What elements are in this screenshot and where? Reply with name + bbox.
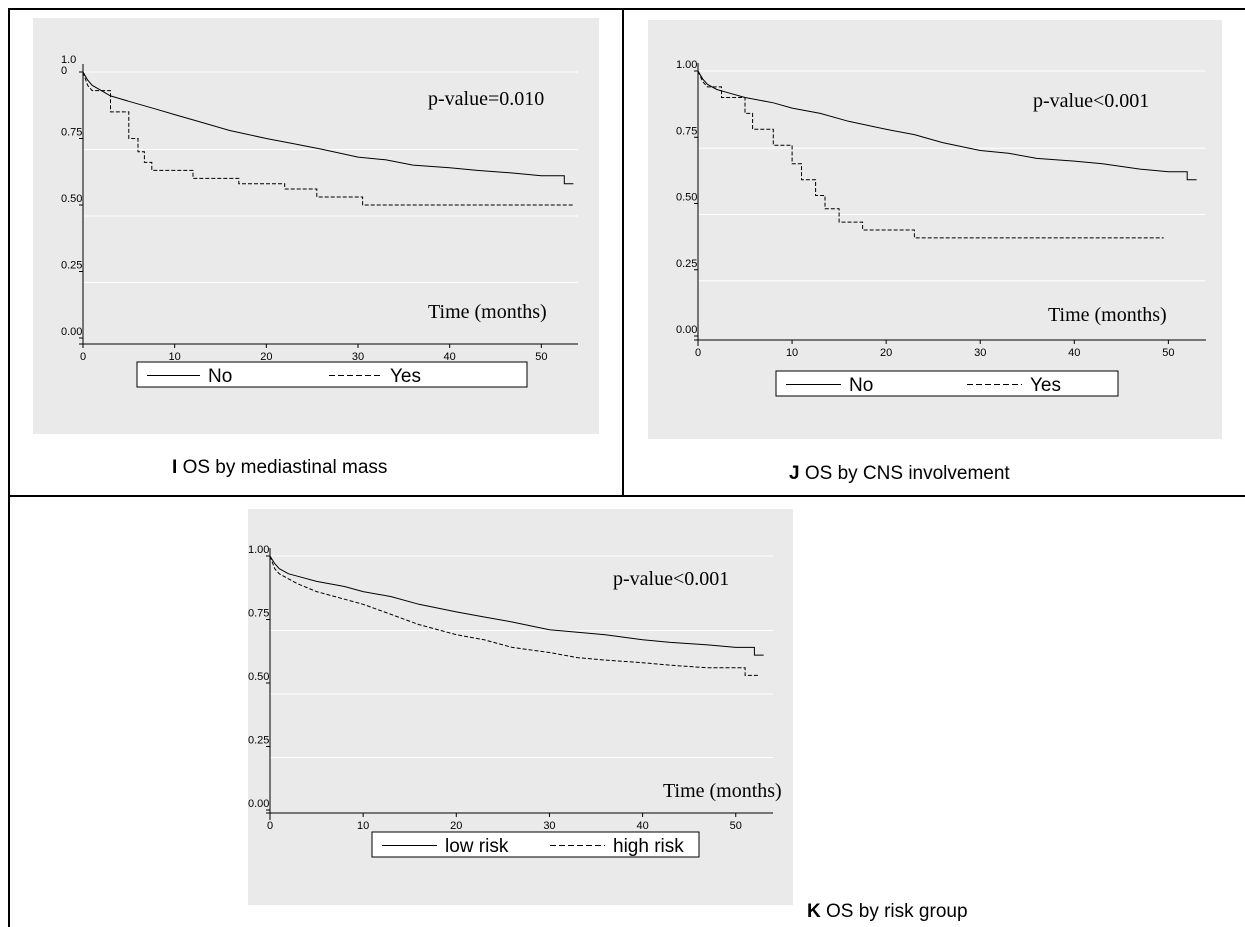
km-curve-yes	[82, 71, 574, 206]
x-tick-label: 10	[357, 820, 369, 832]
frame-row-divider	[8, 495, 1245, 497]
y-tick-label: 0.25	[676, 258, 697, 270]
caption-j-text: OS by CNS involvement	[804, 463, 1010, 484]
x-tick-label: 30	[974, 347, 986, 359]
km-curve-low-risk	[269, 555, 764, 656]
y-tick-label: 0.50	[676, 192, 697, 204]
y-tick-label: 1.00	[248, 544, 269, 556]
y-tick-label: 0.50	[61, 193, 82, 205]
x-tick-label: 50	[1162, 347, 1174, 359]
legend-label: Yes	[390, 366, 421, 387]
caption-k: K OS by risk group	[807, 901, 968, 923]
frame-top-border	[8, 8, 1245, 10]
caption-k-letter: K	[807, 901, 821, 922]
x-tick-label: 40	[636, 820, 648, 832]
chart-j-plot: 0.00 0.25 0.50 0.75 1.00 0 10 20 30 40 50 p-value<0…	[676, 59, 1206, 397]
legend-label: high risk	[613, 836, 684, 857]
x-axis-title: Time (months)	[428, 301, 547, 323]
chart-panel-i: 0.00 0.25 0.50 0.75 1.0 0 0 10 20 30 40 50 p-value=0…	[33, 18, 599, 434]
x-tick-label: 30	[543, 820, 555, 832]
x-tick-label: 20	[450, 820, 462, 832]
legend-label: No	[849, 375, 873, 396]
y-tick-label: 0.00	[248, 798, 269, 810]
chart-i-plot: 0.000.250.500.751.000 10 20 30 40 50p-value=0…	[61, 54, 578, 388]
y-tick-label: 0.00	[676, 324, 697, 336]
x-tick-label: 20	[260, 351, 272, 363]
p-value-annotation: p-value<0.001	[1033, 90, 1149, 112]
km-curve-no	[697, 70, 1197, 181]
legend-label: Yes	[1030, 375, 1061, 396]
x-tick-label: 40	[1068, 347, 1080, 359]
legend-box	[371, 831, 700, 858]
y-tick-label: 0.25	[61, 260, 82, 272]
km-curve-no	[82, 71, 574, 185]
x-tick-label: 50	[535, 351, 547, 363]
x-tick-label: 50	[730, 820, 742, 832]
x-tick-label: 0	[80, 351, 86, 363]
caption-j: J OS by CNS involvement	[789, 463, 1010, 485]
caption-i-letter: I	[172, 457, 178, 478]
legend-box	[136, 361, 528, 388]
y-tick-label: 0.00	[61, 326, 82, 338]
legend-label: No	[208, 366, 232, 387]
x-tick-label: 10	[786, 347, 798, 359]
legend-box	[775, 370, 1119, 397]
y-tick-label: 1.0	[61, 54, 76, 66]
y-tick-label: 0.50	[248, 671, 269, 683]
y-tick-label: 0.75	[61, 127, 82, 139]
y-tick-label: 0.25	[248, 735, 269, 747]
x-tick-label: 20	[880, 347, 892, 359]
caption-j-letter: J	[789, 463, 800, 484]
y-tick-label: 0.75	[676, 125, 697, 137]
frame-middle-divider	[622, 8, 624, 496]
p-value-annotation: p-value=0.010	[428, 88, 544, 110]
x-axis-title: Time (months)	[1048, 304, 1167, 326]
legend-label: low risk	[445, 836, 509, 857]
chart-panel-k: 0.00 0.25 0.50 0.75 1.00 0 10 20 30 40 50 p-value<0…	[248, 509, 793, 905]
caption-k-text: OS by risk group	[826, 901, 968, 922]
x-tick-label: 30	[352, 351, 364, 363]
p-value-annotation: p-value<0.001	[613, 568, 729, 590]
km-curve-high-risk	[269, 555, 759, 676]
chart-k-plot: 0.00 0.25 0.50 0.75 1.00 0 10 20 30 40 50 p-value<0…	[248, 544, 782, 858]
frame-left-border	[8, 8, 10, 927]
caption-i: I OS by mediastinal mass	[172, 457, 387, 479]
x-tick-label: 0	[267, 820, 273, 832]
y-tick-label: 0.75	[248, 608, 269, 620]
y-tick-label: 0	[61, 65, 67, 77]
x-axis-title: Time (months)	[663, 780, 782, 802]
y-tick-label: 1.00	[676, 59, 697, 71]
chart-panel-j: 0.00 0.25 0.50 0.75 1.00 0 10 20 30 40 50 p-value<0…	[648, 20, 1222, 439]
x-tick-label: 40	[444, 351, 456, 363]
caption-i-text: OS by mediastinal mass	[182, 457, 388, 478]
x-tick-label: 0	[695, 347, 701, 359]
x-tick-label: 10	[169, 351, 181, 363]
